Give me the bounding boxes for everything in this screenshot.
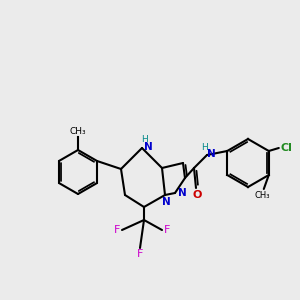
Text: N: N bbox=[178, 188, 186, 198]
Text: H: H bbox=[201, 143, 207, 152]
Text: N: N bbox=[162, 197, 170, 207]
Text: CH₃: CH₃ bbox=[70, 127, 86, 136]
Text: F: F bbox=[164, 225, 170, 235]
Text: N: N bbox=[207, 149, 215, 159]
Text: H: H bbox=[141, 136, 147, 145]
Text: N: N bbox=[144, 142, 152, 152]
Text: F: F bbox=[114, 225, 120, 235]
Text: CH₃: CH₃ bbox=[254, 191, 269, 200]
Text: Cl: Cl bbox=[281, 143, 293, 153]
Text: O: O bbox=[192, 190, 202, 200]
Text: F: F bbox=[137, 249, 143, 259]
